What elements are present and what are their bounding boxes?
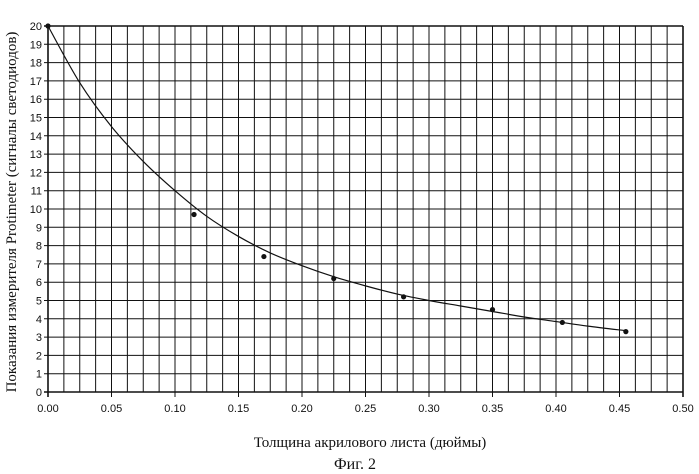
y-tick-label: 17 bbox=[30, 76, 42, 88]
x-tick-label: 0.30 bbox=[418, 403, 439, 415]
y-tick-label: 6 bbox=[36, 277, 42, 289]
y-tick-label: 16 bbox=[30, 94, 42, 106]
y-tick-label: 7 bbox=[36, 259, 42, 271]
x-tick-label: 0.15 bbox=[228, 403, 249, 415]
data-point bbox=[623, 329, 628, 334]
x-tick-label: 0.50 bbox=[672, 403, 693, 415]
y-tick-label: 18 bbox=[30, 58, 42, 70]
y-axis-label: Показания измерителя Protimeter (сигналы… bbox=[4, 32, 20, 393]
data-point bbox=[191, 212, 196, 217]
y-tick-label: 4 bbox=[36, 314, 42, 326]
x-tick-label: 0.35 bbox=[482, 403, 503, 415]
data-point bbox=[560, 320, 565, 325]
trend-line bbox=[48, 26, 626, 331]
figure-caption: Фиг. 2 bbox=[334, 456, 376, 473]
x-tick-labels: 0.00 0.05 0.10 0.15 0.20 0.25 0.30 0.35 0.40 0.45… bbox=[37, 403, 693, 415]
y-tick-label: 10 bbox=[30, 204, 42, 216]
x-tick-label: 0.00 bbox=[37, 403, 58, 415]
y-tick-label: 5 bbox=[36, 296, 42, 308]
x-tick-label: 0.25 bbox=[355, 403, 376, 415]
data-point bbox=[490, 307, 495, 312]
y-tick-label: 12 bbox=[30, 167, 42, 179]
y-tick-label: 3 bbox=[36, 332, 42, 344]
y-tick-label: 0 bbox=[36, 387, 42, 399]
x-tick-label: 0.20 bbox=[291, 403, 312, 415]
x-tick-label: 0.05 bbox=[101, 403, 122, 415]
y-tick-label: 13 bbox=[30, 149, 42, 161]
y-tick-labels: 01234567891011121314151617181920 bbox=[30, 21, 42, 399]
y-tick-label: 14 bbox=[30, 131, 42, 143]
data-points bbox=[45, 23, 628, 334]
y-tick-label: 20 bbox=[30, 21, 42, 33]
data-point bbox=[45, 23, 50, 28]
y-tick-label: 8 bbox=[36, 241, 42, 253]
y-tick-label: 9 bbox=[36, 222, 42, 234]
x-tick-label: 0.40 bbox=[545, 403, 566, 415]
data-point bbox=[331, 276, 336, 281]
x-tick-label: 0.45 bbox=[609, 403, 630, 415]
grid bbox=[44, 26, 683, 397]
y-tick-label: 2 bbox=[36, 350, 42, 362]
y-tick-label: 15 bbox=[30, 113, 42, 125]
y-tick-label: 11 bbox=[31, 186, 42, 198]
data-point bbox=[261, 254, 266, 259]
x-tick-label: 0.10 bbox=[164, 403, 185, 415]
data-point bbox=[401, 294, 406, 299]
x-axis-label: Толщина акрилового листа (дюймы) bbox=[254, 435, 487, 451]
y-tick-label: 19 bbox=[30, 39, 42, 51]
y-tick-label: 1 bbox=[36, 369, 42, 381]
